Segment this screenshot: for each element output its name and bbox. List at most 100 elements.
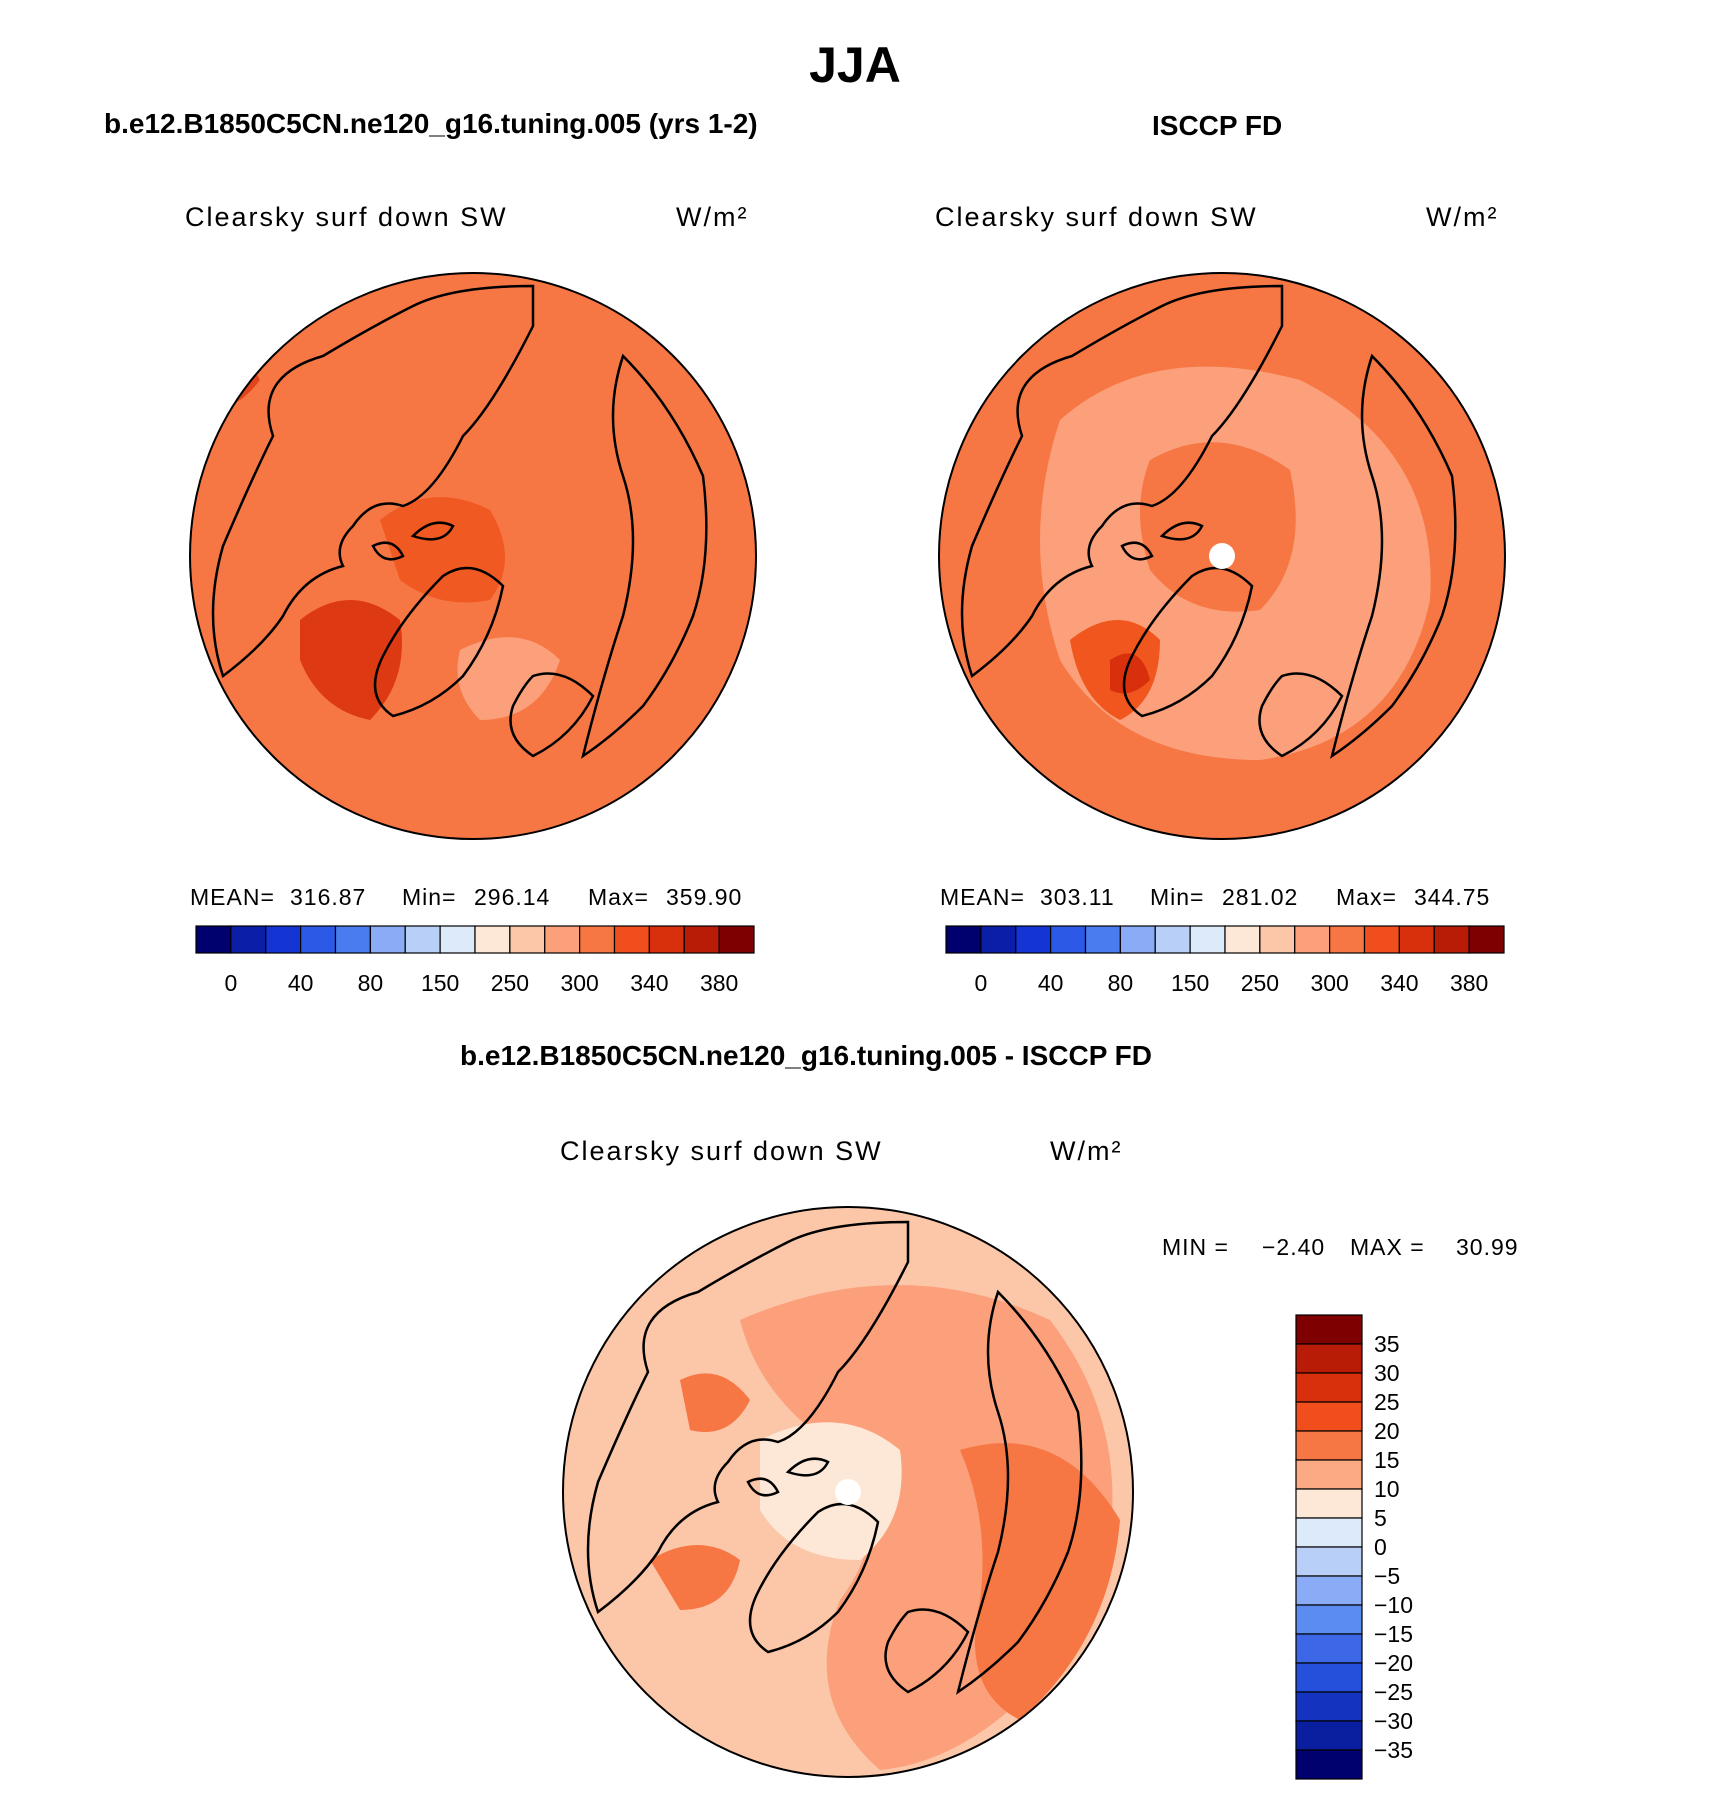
panel3-max-value: 30.99 [1456, 1234, 1519, 1260]
colorbar-tick-label: −10 [1374, 1592, 1413, 1618]
panel1-mean-label: MEAN= [190, 884, 275, 910]
colorbar-tick-label: 40 [1038, 970, 1064, 996]
colorbar-box [369, 925, 406, 954]
colorbar-box [718, 925, 755, 954]
panel3-units: W/m² [1050, 1136, 1123, 1166]
panel2-variable: Clearsky surf down SW [935, 202, 1258, 232]
colorbar-box [1363, 925, 1400, 954]
colorbar-tick-label: 150 [421, 970, 459, 996]
colorbar-box [1050, 925, 1087, 954]
panel2-units: W/m² [1426, 202, 1499, 232]
colorbar-tick-label: −5 [1374, 1563, 1400, 1589]
colorbar-box [439, 925, 476, 954]
colorbar-box [474, 925, 511, 954]
colorbar-tick-label: 250 [491, 970, 529, 996]
panel1-colorbar: 0 40 80 150 250 300 340 380 [195, 925, 755, 996]
panel3-variable: Clearsky surf down SW [560, 1136, 883, 1166]
colorbar-box [195, 925, 232, 954]
colorbar-tick-label: 380 [1450, 970, 1488, 996]
colorbar-tick-label: 15 [1374, 1447, 1400, 1473]
panel3-max-label: MAX = [1350, 1234, 1425, 1260]
panel2-colorbar: 0 40 80 150 250 300 340 380 [945, 925, 1505, 996]
colorbar-box [1295, 1749, 1363, 1780]
colorbar-box [1295, 1430, 1363, 1461]
colorbar-box [1295, 1517, 1363, 1548]
panel1-max-value: 359.90 [666, 884, 743, 910]
panel2-max-value: 344.75 [1414, 884, 1491, 910]
colorbar-box [265, 925, 302, 954]
colorbar-box [1295, 1720, 1363, 1751]
colorbar-box [1468, 925, 1505, 954]
colorbar-box [300, 925, 337, 954]
panel1-mean-value: 316.87 [290, 884, 367, 910]
panel2-title: ISCCP FD [1152, 110, 1283, 141]
panel2-min-label: Min= [1150, 884, 1205, 910]
panel1-units: W/m² [676, 202, 749, 232]
colorbar-box [980, 925, 1017, 954]
colorbar-box [1295, 1314, 1363, 1345]
colorbar-tick-label: 340 [1380, 970, 1418, 996]
colorbar-tick-label: 380 [700, 970, 738, 996]
panel2-polar-hole [1209, 543, 1235, 569]
colorbar-box [1433, 925, 1470, 954]
colorbar-box [1295, 1488, 1363, 1519]
panel3-map [563, 1207, 1133, 1777]
colorbar-box [648, 925, 685, 954]
panel2-max-label: Max= [1336, 884, 1397, 910]
colorbar-box [1295, 1372, 1363, 1403]
colorbar-box [683, 925, 720, 954]
panel1-min-value: 296.14 [474, 884, 551, 910]
panel2-mean-value: 303.11 [1040, 884, 1115, 910]
figure-title: JJA [809, 37, 901, 93]
colorbar-tick-label: 300 [1310, 970, 1348, 996]
colorbar-box [1295, 1575, 1363, 1606]
colorbar-box [334, 925, 371, 954]
colorbar-box [1295, 1662, 1363, 1693]
colorbar-box [1119, 925, 1156, 954]
colorbar-tick-label: 30 [1374, 1360, 1400, 1386]
colorbar-box [509, 925, 546, 954]
colorbar-tick-label: 0 [1374, 1534, 1387, 1560]
panel3-colorbar: 35 30 25 20 15 10 5 0 −5 −10 −15 −20 −25 −30 −35 [1295, 1314, 1413, 1780]
colorbar-tick-label: −15 [1374, 1621, 1413, 1647]
colorbar-box [1329, 925, 1366, 954]
colorbar-tick-label: 0 [974, 970, 987, 996]
panel2-map [939, 273, 1505, 839]
panel2-min-value: 281.02 [1222, 884, 1299, 910]
colorbar-box [1154, 925, 1191, 954]
colorbar-box [1295, 1633, 1363, 1664]
colorbar-tick-label: 80 [358, 970, 384, 996]
panel2-border [938, 272, 1506, 840]
colorbar-box [1294, 925, 1331, 954]
panel3-border [562, 1206, 1134, 1778]
panel1-map [190, 273, 756, 839]
colorbar-tick-label: 80 [1108, 970, 1134, 996]
panel1-title: b.e12.B1850C5CN.ne120_g16.tuning.005 (yr… [104, 108, 758, 139]
colorbar-tick-label: 0 [224, 970, 237, 996]
colorbar-tick-label: 150 [1171, 970, 1209, 996]
panel1-min-label: Min= [402, 884, 457, 910]
colorbar-box [1259, 925, 1296, 954]
colorbar-box [613, 925, 650, 954]
colorbar-box [1295, 1401, 1363, 1432]
panel2-mean-label: MEAN= [940, 884, 1025, 910]
colorbar-box [1295, 1343, 1363, 1374]
colorbar-tick-label: 10 [1374, 1476, 1400, 1502]
panel1-border [189, 272, 757, 840]
colorbar-tick-label: −35 [1374, 1737, 1413, 1763]
colorbar-box [404, 925, 441, 954]
colorbar-tick-label: 20 [1374, 1418, 1400, 1444]
colorbar-tick-label: 35 [1374, 1331, 1400, 1357]
colorbar-box [1295, 1546, 1363, 1577]
panel1-variable: Clearsky surf down SW [185, 202, 508, 232]
colorbar-box [1295, 1691, 1363, 1722]
colorbar-box [1084, 925, 1121, 954]
colorbar-box [1295, 1604, 1363, 1635]
panel3-title: b.e12.B1850C5CN.ne120_g16.tuning.005 - I… [460, 1040, 1152, 1071]
colorbar-tick-label: −20 [1374, 1650, 1413, 1676]
colorbar-tick-label: −25 [1374, 1679, 1413, 1705]
colorbar-box [230, 925, 267, 954]
colorbar-tick-label: −30 [1374, 1708, 1413, 1734]
colorbar-box [1189, 925, 1226, 954]
